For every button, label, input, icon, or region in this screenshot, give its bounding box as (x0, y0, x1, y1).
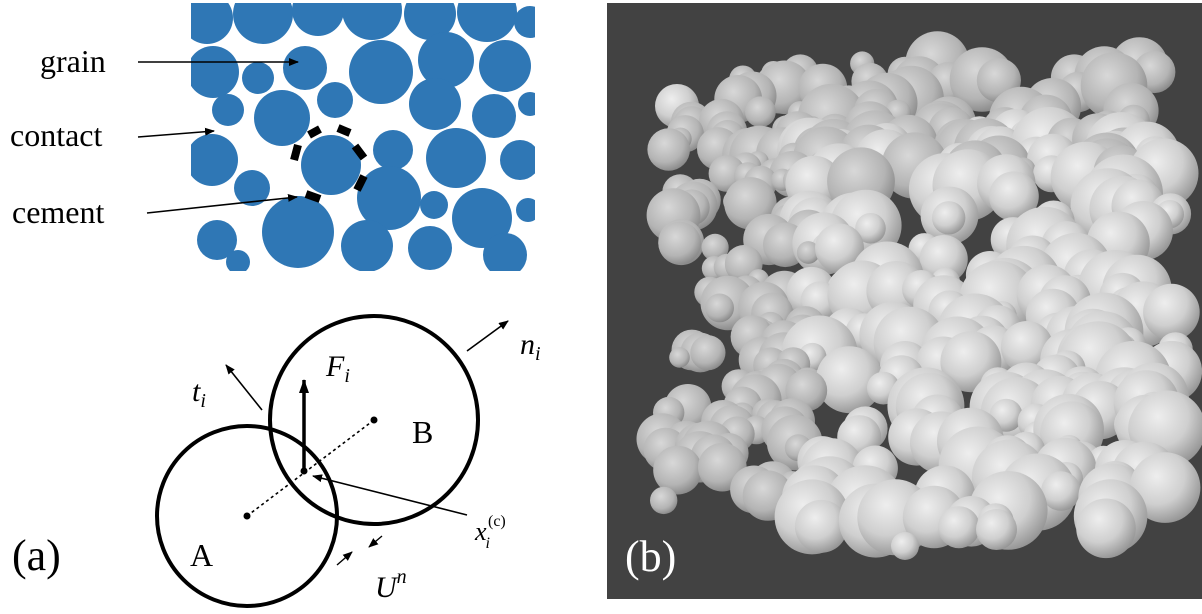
grain (242, 62, 274, 94)
force-label: Fi (325, 350, 350, 387)
sphere (976, 509, 1017, 550)
grain (212, 94, 244, 126)
grain (409, 78, 461, 130)
overlap-arrow-right (369, 536, 382, 547)
sphere (647, 128, 690, 171)
grain (254, 90, 310, 146)
sphere (745, 96, 776, 127)
particle-a-label: A (190, 537, 213, 573)
contact-label: contact (10, 117, 103, 153)
force-symbol: F (325, 350, 345, 383)
sphere (705, 294, 734, 323)
sphere (669, 347, 690, 368)
contact-point-superscript: (c) (488, 513, 506, 530)
overlap-arrow-left (337, 552, 352, 565)
grain (472, 94, 516, 138)
grain (408, 226, 452, 270)
panel-a-tag: (a) (12, 530, 61, 581)
grain-label: grain (40, 43, 106, 79)
tangent-subscript: i (200, 390, 206, 412)
grain (514, 6, 546, 38)
sphere (650, 487, 677, 514)
sphere (932, 201, 965, 234)
grain (186, 134, 238, 186)
grain (373, 130, 413, 170)
grain (317, 82, 353, 118)
sphere (1076, 499, 1136, 559)
grain (426, 128, 486, 188)
cement-label: cement (12, 194, 105, 230)
tangent-label: ti (192, 375, 206, 412)
sphere (938, 506, 980, 548)
grain-packing (181, 0, 546, 277)
spheres (637, 31, 1202, 560)
grain (262, 196, 334, 268)
sphere (690, 335, 725, 370)
normal-label: ni (520, 328, 541, 365)
grain (479, 40, 531, 92)
normal-symbol: n (520, 328, 535, 361)
overlap-symbol: U (375, 571, 399, 604)
panel-b-tag: (b) (625, 531, 676, 582)
overlap-label: Un (375, 566, 407, 604)
panel-a: grain contact cement A B (0, 0, 600, 609)
force-subscript: i (344, 365, 350, 387)
grain (500, 140, 540, 180)
contact-point-label: xi(c) (474, 513, 506, 552)
grain (341, 220, 393, 272)
sphere-pack-render (607, 3, 1202, 599)
tangent-vector (226, 365, 262, 410)
sphere (1143, 284, 1200, 341)
normal-subscript: i (535, 343, 541, 365)
grain (301, 135, 361, 195)
grain (420, 191, 448, 219)
contact-model: A B Fi ni ti xi(c) Un (157, 316, 541, 606)
grain (483, 233, 527, 277)
grain (349, 40, 413, 104)
grain (226, 250, 250, 274)
normal-vector (467, 321, 508, 351)
grain (516, 198, 540, 222)
grain (187, 46, 239, 98)
overlap-superscript: n (397, 566, 407, 588)
sphere (658, 222, 701, 265)
grain (518, 92, 542, 116)
sphere (891, 532, 919, 560)
particle-b-label: B (412, 414, 433, 450)
grain (283, 46, 327, 90)
panel-a-drawing: grain contact cement A B (0, 0, 600, 609)
panel-b: (b) (607, 3, 1202, 599)
contact-point-subscript: i (486, 535, 490, 552)
